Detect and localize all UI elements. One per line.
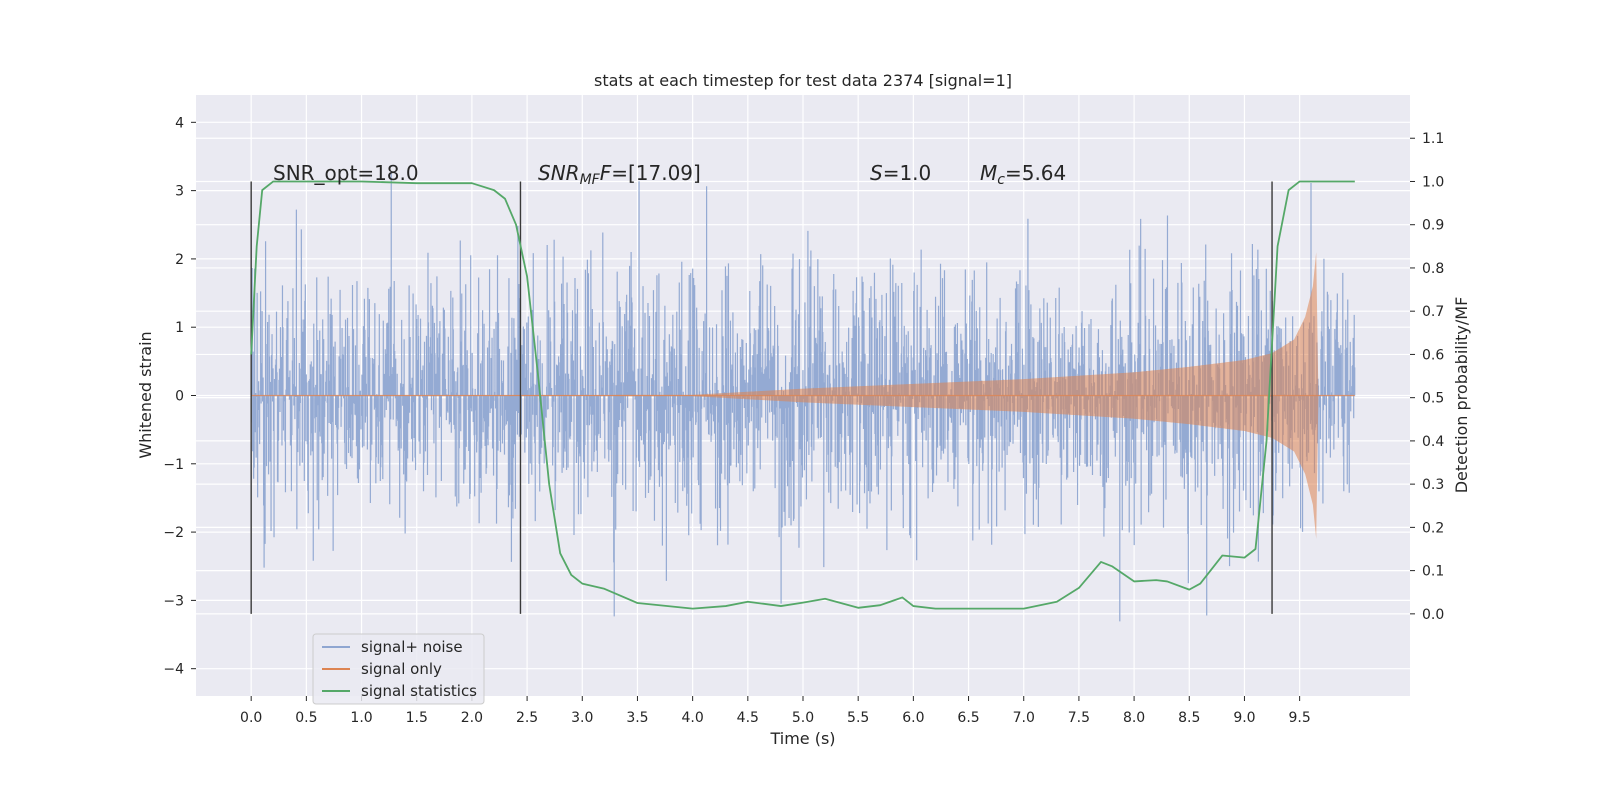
annotation-snr-mf: SNRMFF=[17.09] [538, 161, 701, 188]
legend-box [312, 633, 485, 705]
y2-tick-label: 0.2 [1422, 520, 1444, 536]
y2-tick-label: 0.5 [1422, 391, 1444, 407]
x-tick-label: 8.5 [1178, 710, 1200, 726]
y-axis-label: Whitened strain [136, 331, 155, 458]
x-tick-label: 2.0 [461, 710, 483, 726]
snr-mf-f: F [600, 161, 612, 185]
y2-tick-label: 0.8 [1422, 261, 1444, 277]
legend-label-signal-statistics: signal statistics [361, 682, 477, 700]
y-axis-ticks: 4 3 2 1 0 −1 −2 −3 −4 [163, 115, 196, 678]
legend-label-signal-only: signal only [361, 660, 442, 678]
y-tick-label: −4 [163, 662, 184, 678]
x-tick-label: 6.0 [902, 710, 924, 726]
y-tick-label: 2 [175, 252, 184, 268]
y-tick-label: −2 [163, 525, 184, 541]
x-tick-label: 1.5 [406, 710, 428, 726]
y2-tick-label: 0.1 [1422, 564, 1444, 580]
y-tick-label: 4 [175, 115, 184, 131]
x-tick-label: 5.5 [847, 710, 869, 726]
snr-mf-base: SNR [538, 161, 580, 185]
y-tick-label: 1 [175, 320, 184, 336]
vertical-markers [250, 181, 1273, 614]
y-tick-label: −1 [163, 457, 184, 473]
x-tick-label: 3.5 [626, 710, 648, 726]
y2-tick-label: 0.3 [1422, 477, 1444, 493]
y2-tick-label: 0.7 [1422, 304, 1444, 320]
x-tick-label: 2.5 [516, 710, 538, 726]
x-tick-label: 9.0 [1233, 710, 1255, 726]
chart-title: stats at each timestep for test data 237… [594, 71, 1012, 90]
statistics-line [250, 180, 1355, 610]
x-tick-label: 1.0 [350, 710, 372, 726]
y-tick-label: 3 [175, 184, 184, 200]
mc-subscript: c [997, 172, 1005, 188]
y2-tick-label: 0.0 [1422, 607, 1444, 623]
y2-tick-label: 0.9 [1422, 218, 1444, 234]
legend: signal+ noise signal only signal statist… [312, 633, 485, 705]
x-tick-label: 0.5 [295, 710, 317, 726]
x-axis-label: Time (s) [769, 729, 835, 748]
legend-label-signal-plus-noise: signal+ noise [361, 638, 463, 656]
y2-tick-label: 0.6 [1422, 347, 1444, 363]
mc-base: M [980, 161, 997, 185]
x-axis-ticks: 0.0 0.5 1.0 1.5 2.0 2.5 3.0 3.5 4.0 4.5 5.0 5.5 6.0 6… [240, 696, 1311, 726]
y2-axis-ticks: 1.1 1.0 0.9 0.8 0.7 0.6 0.5 0.4 0.3 0.2 0.1 0.0 [1410, 131, 1444, 623]
x-tick-label: 7.0 [1013, 710, 1035, 726]
y2-tick-label: 0.4 [1422, 434, 1444, 450]
x-tick-label: 4.5 [737, 710, 759, 726]
x-tick-label: 3.0 [571, 710, 593, 726]
mc-value: =5.64 [1005, 161, 1066, 185]
x-tick-label: 7.5 [1068, 710, 1090, 726]
annotation-snr-opt: SNR_opt=18.0 [273, 161, 419, 185]
y2-axis-label: Detection probability/MF [1452, 297, 1471, 494]
series-signal-statistics [250, 180, 1355, 610]
annotation-mc: Mc=5.64 [980, 161, 1066, 188]
y-tick-label: 0 [175, 389, 184, 405]
x-tick-label: 6.5 [957, 710, 979, 726]
y2-tick-label: 1.1 [1422, 131, 1444, 147]
y-tick-label: −3 [163, 593, 184, 609]
x-tick-label: 4.0 [682, 710, 704, 726]
x-tick-label: 5.0 [792, 710, 814, 726]
s-variable: S [870, 161, 883, 185]
x-tick-label: 0.0 [240, 710, 262, 726]
y2-tick-label: 1.0 [1422, 174, 1444, 190]
snr-mf-value: =[17.09] [611, 161, 701, 185]
x-tick-label: 9.5 [1289, 710, 1311, 726]
s-value: =1.0 [883, 161, 932, 185]
snr-mf-subscript: MF [580, 172, 601, 188]
x-tick-label: 8.0 [1123, 710, 1145, 726]
series-signal-only [251, 252, 1355, 539]
annotation-s: S=1.0 [870, 161, 931, 185]
